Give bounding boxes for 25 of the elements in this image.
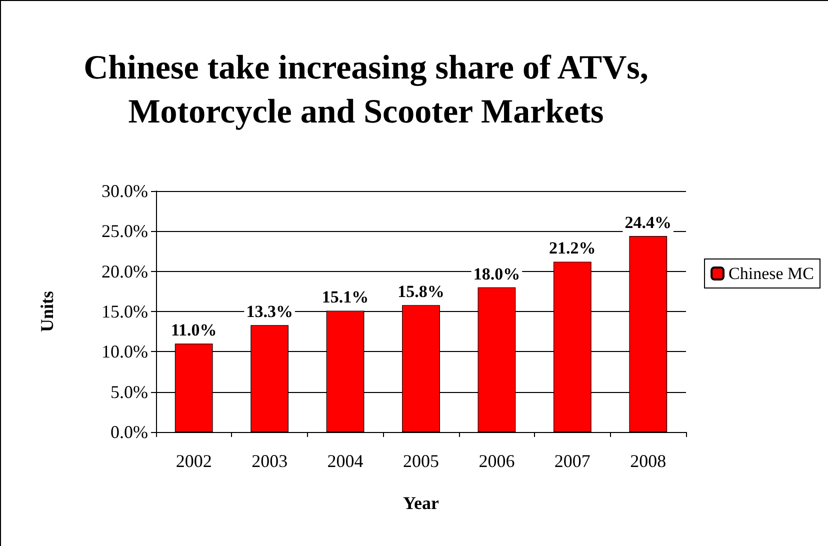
x-tick-label: 2002 bbox=[176, 451, 212, 471]
data-label: 11.0% bbox=[170, 320, 217, 340]
x-tick-label: 2007 bbox=[554, 451, 590, 471]
y-tick-label: 5.0% bbox=[110, 382, 148, 402]
x-tick-label: 2006 bbox=[478, 451, 515, 471]
legend-label: Chinese MC bbox=[728, 264, 814, 283]
data-label: 13.3% bbox=[246, 302, 293, 322]
y-axis-title: Units bbox=[37, 290, 57, 332]
data-label: 21.2% bbox=[549, 238, 596, 258]
data-label: 15.8% bbox=[398, 282, 444, 302]
y-tick-label: 30.0% bbox=[102, 181, 148, 201]
data-label: 15.1% bbox=[322, 288, 369, 307]
x-tick-label: 2005 bbox=[403, 451, 439, 471]
data-label: 18.0% bbox=[473, 264, 520, 284]
data-label: 24.4% bbox=[624, 212, 672, 232]
y-tick-label: 10.0% bbox=[102, 342, 148, 362]
y-tick-label: 0.0% bbox=[110, 422, 148, 442]
x-tick-label: 2008 bbox=[630, 451, 666, 471]
x-tick-label: 2004 bbox=[327, 451, 364, 471]
x-axis-title: Year bbox=[403, 493, 439, 513]
x-tick-label: 2003 bbox=[252, 451, 288, 471]
y-tick-label: 15.0% bbox=[102, 302, 148, 322]
y-tick-label: 25.0% bbox=[102, 221, 148, 242]
chart-title: Chinese take increasing share of ATVs, Motorcycle and Scooter Markets bbox=[84, 50, 648, 130]
y-tick-label: 20.0% bbox=[102, 261, 148, 282]
